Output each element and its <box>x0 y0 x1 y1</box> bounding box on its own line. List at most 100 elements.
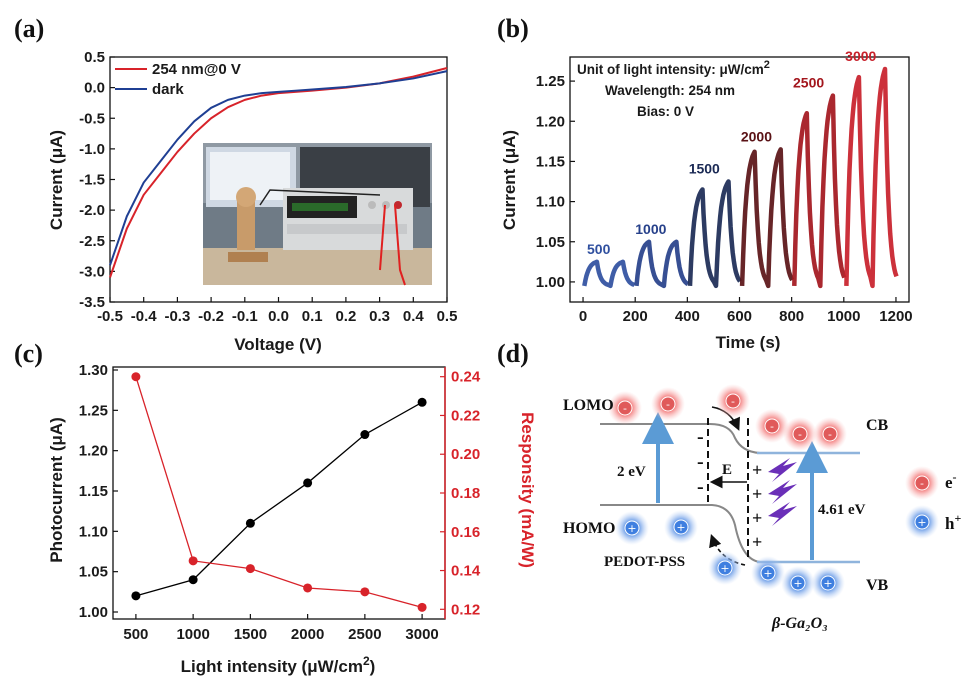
x-tick-label: -0.4 <box>131 308 158 325</box>
x-tick-label: -0.2 <box>198 308 224 325</box>
y-tick-label: 1.10 <box>536 194 565 211</box>
series-line-dark <box>109 70 448 266</box>
pulse-trace <box>844 66 899 289</box>
x-tick-label: 0.4 <box>403 308 425 325</box>
y-left-tick-label: 1.25 <box>79 402 108 419</box>
x-tick-label: -0.3 <box>164 308 190 325</box>
x-tick-label: 400 <box>675 308 700 325</box>
x-tick-label: 0.0 <box>268 308 289 325</box>
annotation-unit: Unit of light intensity: μW/cm2 <box>577 59 770 77</box>
y-right-tick-label: 0.12 <box>451 601 480 618</box>
y-tick-label: 1.15 <box>536 153 565 170</box>
label-lomo: LOMO <box>563 397 614 414</box>
electron-symbol: - <box>920 477 924 490</box>
photocurrent-line <box>135 401 423 597</box>
plot-b-ticks: 0 200 400 600 800 1000 1200 1.00 1.05 1.10 1.15 1.2… <box>536 73 913 325</box>
electron-icon <box>792 426 808 442</box>
hole-icon <box>624 520 640 536</box>
electron-symbol: - <box>623 402 627 415</box>
y-left-tick-label: 1.10 <box>79 523 108 540</box>
pulse-label: 1000 <box>635 221 666 237</box>
y-tick-label: -1.0 <box>79 141 105 158</box>
plus-sign: + <box>752 532 762 552</box>
panel-c: (c) 500 1000 1500 2000 2500 3000 1.00 1.05 1.10 1… <box>14 339 537 676</box>
plot-b-xlabel: Time (s) <box>716 333 781 352</box>
y-tick-label: 1.05 <box>536 234 565 251</box>
responsity-point <box>188 556 198 566</box>
plot-a-ticks: -0.5 -0.4 -0.3 -0.2 -0.1 0.0 0.1 0.2 0.3 0.4 0.5 0.… <box>79 49 457 325</box>
y-tick-label: 1.00 <box>536 274 565 291</box>
plot-c-ylabel-right: Responsity (mA/W) <box>518 412 537 568</box>
panel-d: (d) E - - - + + + + <box>497 339 961 632</box>
electron-symbol: - <box>770 420 774 433</box>
plot-a-series <box>109 67 448 278</box>
responsity-point <box>417 602 427 612</box>
x-tick-label: 800 <box>779 308 804 325</box>
x-tick-label: 1200 <box>879 308 912 325</box>
pulse-label: 2000 <box>741 128 772 144</box>
plot-b-ylabel: Current (μA) <box>500 130 519 230</box>
pulse-trace <box>687 179 742 289</box>
legend-label-light: 254 nm@0 V <box>152 61 241 78</box>
x-tick-label: 0.3 <box>369 308 390 325</box>
responsity-point <box>303 583 313 593</box>
electron-symbol: - <box>828 428 832 441</box>
y-right-tick-label: 0.24 <box>451 369 481 386</box>
hole-icon <box>820 575 836 591</box>
responsity-line <box>135 376 423 608</box>
minus-sign: - <box>697 451 704 473</box>
electron-symbol: - <box>666 398 670 411</box>
photocurrent-point <box>245 518 255 528</box>
y-right-tick-label: 0.14 <box>451 563 481 580</box>
electron-icon <box>725 393 741 409</box>
label-pedot: PEDOT-PSS <box>604 554 685 570</box>
y-tick-label: -3.0 <box>79 263 105 280</box>
y-left-tick-label: 1.15 <box>79 483 108 500</box>
hole-symbol: + <box>763 567 772 580</box>
pulse-label: 2500 <box>793 75 824 91</box>
pulse-trace <box>792 93 847 289</box>
y-right-tick-label: 0.16 <box>451 524 480 541</box>
y-tick-label: -2.0 <box>79 202 105 219</box>
x-tick-label: 600 <box>727 308 752 325</box>
y-right-tick-label: 0.22 <box>451 407 480 424</box>
plot-b-annotation: Unit of light intensity: μW/cm2 Waveleng… <box>577 59 770 119</box>
electron-icon <box>660 396 676 412</box>
responsity-point <box>131 372 141 382</box>
hole-icon <box>717 560 733 576</box>
y-tick-label: -0.5 <box>79 110 105 127</box>
label-homo: HOMO <box>563 520 615 537</box>
y-left-tick-label: 1.20 <box>79 443 108 460</box>
y-left-tick-label: 1.30 <box>79 362 108 379</box>
electron-symbol: - <box>798 428 802 441</box>
photocurrent-point <box>417 397 427 407</box>
x-tick-label: -0.1 <box>232 308 258 325</box>
responsity-point <box>360 587 370 597</box>
y-right-tick-label: 0.18 <box>451 485 480 502</box>
y-tick-label: 0.0 <box>84 80 105 97</box>
electron-icon <box>914 475 930 491</box>
x-tick-label: 1000 <box>176 626 209 643</box>
pulse-label: 1500 <box>689 161 720 177</box>
y-tick-label: -2.5 <box>79 233 105 250</box>
hole-icon <box>760 565 776 581</box>
panel-b-label: (b) <box>497 14 529 43</box>
inset-photo <box>203 143 432 286</box>
panel-c-label: (c) <box>14 339 43 368</box>
lightning-icon <box>768 458 797 482</box>
lightning-icons <box>768 458 797 526</box>
x-tick-label: 0.2 <box>335 308 356 325</box>
label-gap-left: 2 eV <box>617 464 646 480</box>
plot-a-ylabel: Current (μA) <box>47 130 66 230</box>
y-tick-label: -1.5 <box>79 172 105 189</box>
plus-sign: + <box>752 508 762 528</box>
electron-symbol: - <box>731 395 735 408</box>
x-tick-label: 3000 <box>405 626 438 643</box>
plot-a-xlabel: Voltage (V) <box>234 335 322 354</box>
particles: - - - - - - - + + + + + + + <box>608 384 939 600</box>
x-tick-label: 1000 <box>827 308 860 325</box>
x-tick-label: 1500 <box>234 626 267 643</box>
x-tick-label: 0.5 <box>437 308 458 325</box>
plot-c-ticks: 500 1000 1500 2000 2500 3000 1.00 1.05 1.10 1.15 1… <box>79 362 481 643</box>
